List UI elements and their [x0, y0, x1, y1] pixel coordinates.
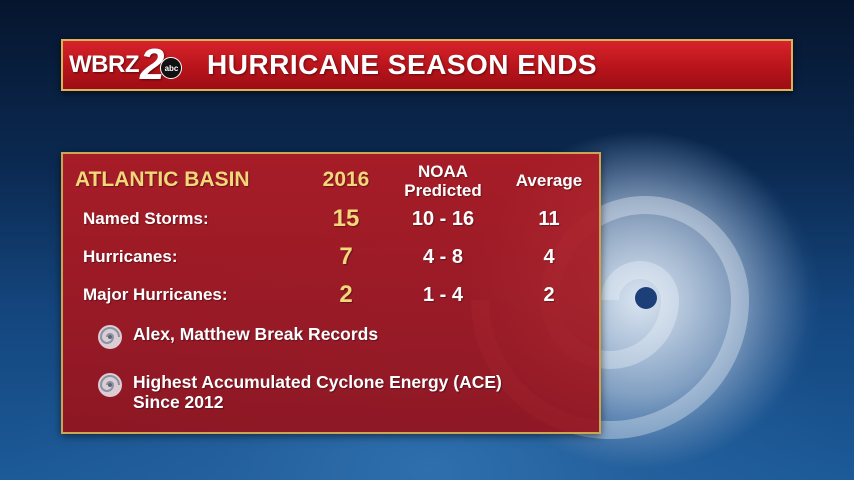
logo-number: 2: [139, 40, 165, 89]
network-badge: abc: [160, 57, 183, 79]
note-item: Highest Accumulated Cyclone Energy (ACE)…: [97, 372, 502, 412]
note-text: Highest Accumulated Cyclone Energy (ACE)…: [133, 372, 502, 412]
hurricane-icon: [98, 325, 122, 349]
row-label-named-storms: Named Storms:: [83, 209, 209, 228]
station-logo: WBRZ 2 abc: [69, 40, 203, 89]
note-text: Alex, Matthew Break Records: [133, 324, 379, 344]
table-title: ATLANTIC BASIN: [75, 168, 250, 191]
row-label-hurricanes: Hurricanes:: [83, 247, 178, 266]
column-header-noaa: NOAA Predicted: [391, 162, 495, 200]
note-item: Alex, Matthew Break Records: [97, 324, 378, 350]
value-named-storms-noaa: 10 - 16: [411, 208, 475, 230]
value-major-hurricanes-2016: 2: [339, 281, 353, 308]
header-title: HURRICANE SEASON ENDS: [207, 49, 598, 80]
column-header-year: 2016: [322, 168, 370, 191]
atlantic-stats-panel: ATLANTIC BASIN 2016 NOAA Predicted Avera…: [61, 152, 601, 434]
value-named-storms-average: 11: [538, 208, 560, 230]
row-label-major-hurricanes: Major Hurricanes:: [83, 285, 228, 304]
header-bar: WBRZ 2 abc HURRICANE SEASON ENDS: [61, 39, 793, 91]
hurricane-icon: [98, 373, 122, 397]
logo-text: WBRZ: [69, 51, 139, 78]
value-hurricanes-noaa: 4 - 8: [422, 246, 464, 268]
value-hurricanes-average: 4: [543, 246, 555, 268]
column-header-noaa-text: NOAA Predicted: [404, 162, 482, 200]
value-named-storms-2016: 15: [332, 205, 360, 232]
value-major-hurricanes-noaa: 1 - 4: [422, 284, 464, 306]
value-major-hurricanes-average: 2: [543, 284, 555, 306]
column-header-average: Average: [515, 171, 583, 190]
value-hurricanes-2016: 7: [339, 243, 353, 270]
